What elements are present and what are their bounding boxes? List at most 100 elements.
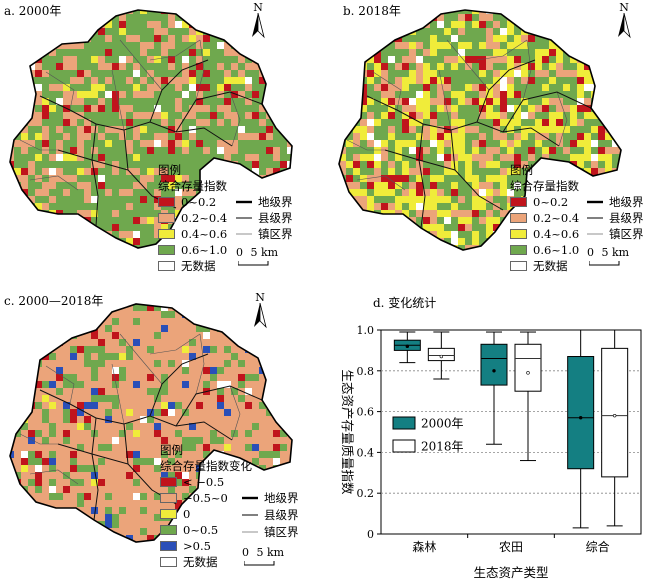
- raster-cell: [388, 133, 395, 140]
- raster-cell: [409, 147, 416, 154]
- raster-cell: [154, 84, 161, 91]
- north-arrow-icon: N: [250, 292, 270, 333]
- raster-cell: [70, 416, 77, 423]
- raster-cell: [273, 479, 280, 486]
- raster-cell: [542, 70, 549, 77]
- raster-cell: [70, 346, 77, 353]
- raster-cell: [91, 259, 98, 266]
- raster-cell: [500, 0, 507, 7]
- legend-label: 2018年: [421, 440, 464, 454]
- raster-cell: [294, 339, 301, 346]
- raster-cell: [210, 374, 217, 381]
- raster-cell: [112, 353, 119, 360]
- county-boundary: [175, 385, 263, 427]
- raster-cell: [28, 42, 35, 49]
- raster-cell: [273, 168, 280, 175]
- raster-cell: [325, 203, 332, 210]
- raster-cell: [35, 259, 42, 266]
- raster-cell: [437, 210, 444, 217]
- raster-cell: [14, 430, 21, 437]
- raster-cell: [10, 451, 14, 458]
- raster-cell: [556, 98, 563, 105]
- raster-cell: [217, 388, 224, 395]
- raster-cell: [493, 217, 500, 224]
- raster-cell: [98, 154, 105, 161]
- raster-cell: [238, 133, 245, 140]
- raster-cell: [577, 63, 584, 70]
- raster-cell: [458, 154, 465, 161]
- raster-cell: [98, 56, 105, 63]
- raster-cell: [217, 290, 224, 297]
- raster-cell: [353, 98, 360, 105]
- raster-cell: [182, 304, 189, 311]
- raster-cell: [402, 42, 409, 49]
- scale-label: 5 km: [256, 546, 285, 559]
- raster-cell: [49, 28, 56, 35]
- raster-cell: [0, 119, 7, 126]
- raster-cell: [203, 147, 210, 154]
- raster-cell: [486, 28, 493, 35]
- raster-cell: [493, 84, 500, 91]
- raster-cell: [21, 318, 28, 325]
- raster-cell: [584, 21, 591, 28]
- raster-cell: [507, 105, 514, 112]
- legend-title: 图例: [160, 443, 183, 457]
- raster-cell: [224, 49, 231, 56]
- raster-cell: [105, 35, 112, 42]
- raster-cell: [294, 245, 301, 252]
- raster-cell: [224, 84, 231, 91]
- raster-cell: [119, 339, 126, 346]
- raster-cell: [570, 21, 577, 28]
- raster-cell: [395, 84, 402, 91]
- legend-item: −0.5~0: [160, 490, 252, 506]
- raster-cell: [542, 14, 549, 21]
- raster-cell: [168, 486, 175, 493]
- raster-cell: [147, 91, 154, 98]
- raster-cell: [367, 0, 374, 7]
- raster-cell: [35, 479, 42, 486]
- raster-cell: [98, 182, 105, 189]
- raster-cell: [409, 140, 416, 147]
- raster-cell: [325, 189, 332, 196]
- raster-cell: [346, 182, 353, 189]
- raster-cell: [21, 105, 28, 112]
- raster-cell: [42, 458, 49, 465]
- raster-cell: [493, 133, 500, 140]
- raster-cell: [549, 42, 556, 49]
- raster-cell: [35, 133, 42, 140]
- raster-cell: [133, 252, 140, 259]
- raster-cell: [395, 175, 402, 182]
- raster-cell: [168, 147, 175, 154]
- raster-cell: [84, 304, 91, 311]
- raster-cell: [465, 217, 472, 224]
- raster-cell: [147, 409, 154, 416]
- raster-cell: [465, 210, 472, 217]
- mean-marker: [526, 371, 530, 375]
- raster-cell: [77, 479, 84, 486]
- raster-cell: [119, 430, 126, 437]
- raster-cell: [231, 168, 238, 175]
- raster-cell: [430, 42, 437, 49]
- raster-cell: [42, 147, 49, 154]
- raster-cell: [346, 245, 353, 250]
- raster-cell: [367, 112, 374, 119]
- raster-cell: [147, 535, 154, 542]
- raster-cell: [437, 147, 444, 154]
- raster-cell: [577, 105, 584, 112]
- town-boundary: [119, 39, 163, 91]
- raster-cell: [381, 63, 388, 70]
- raster-cell: [91, 161, 98, 168]
- raster-cell: [360, 119, 367, 126]
- raster-cell: [402, 168, 409, 175]
- raster-cell: [381, 14, 388, 21]
- raster-cell: [423, 49, 430, 56]
- raster-cell: [507, 140, 514, 147]
- raster-cell: [409, 105, 416, 112]
- raster-cell: [598, 42, 605, 49]
- raster-cell: [437, 196, 444, 203]
- raster-cell: [395, 217, 402, 224]
- raster-cell: [416, 259, 423, 266]
- raster-cell: [353, 84, 360, 91]
- raster-cell: [444, 154, 451, 161]
- raster-cell: [0, 217, 7, 224]
